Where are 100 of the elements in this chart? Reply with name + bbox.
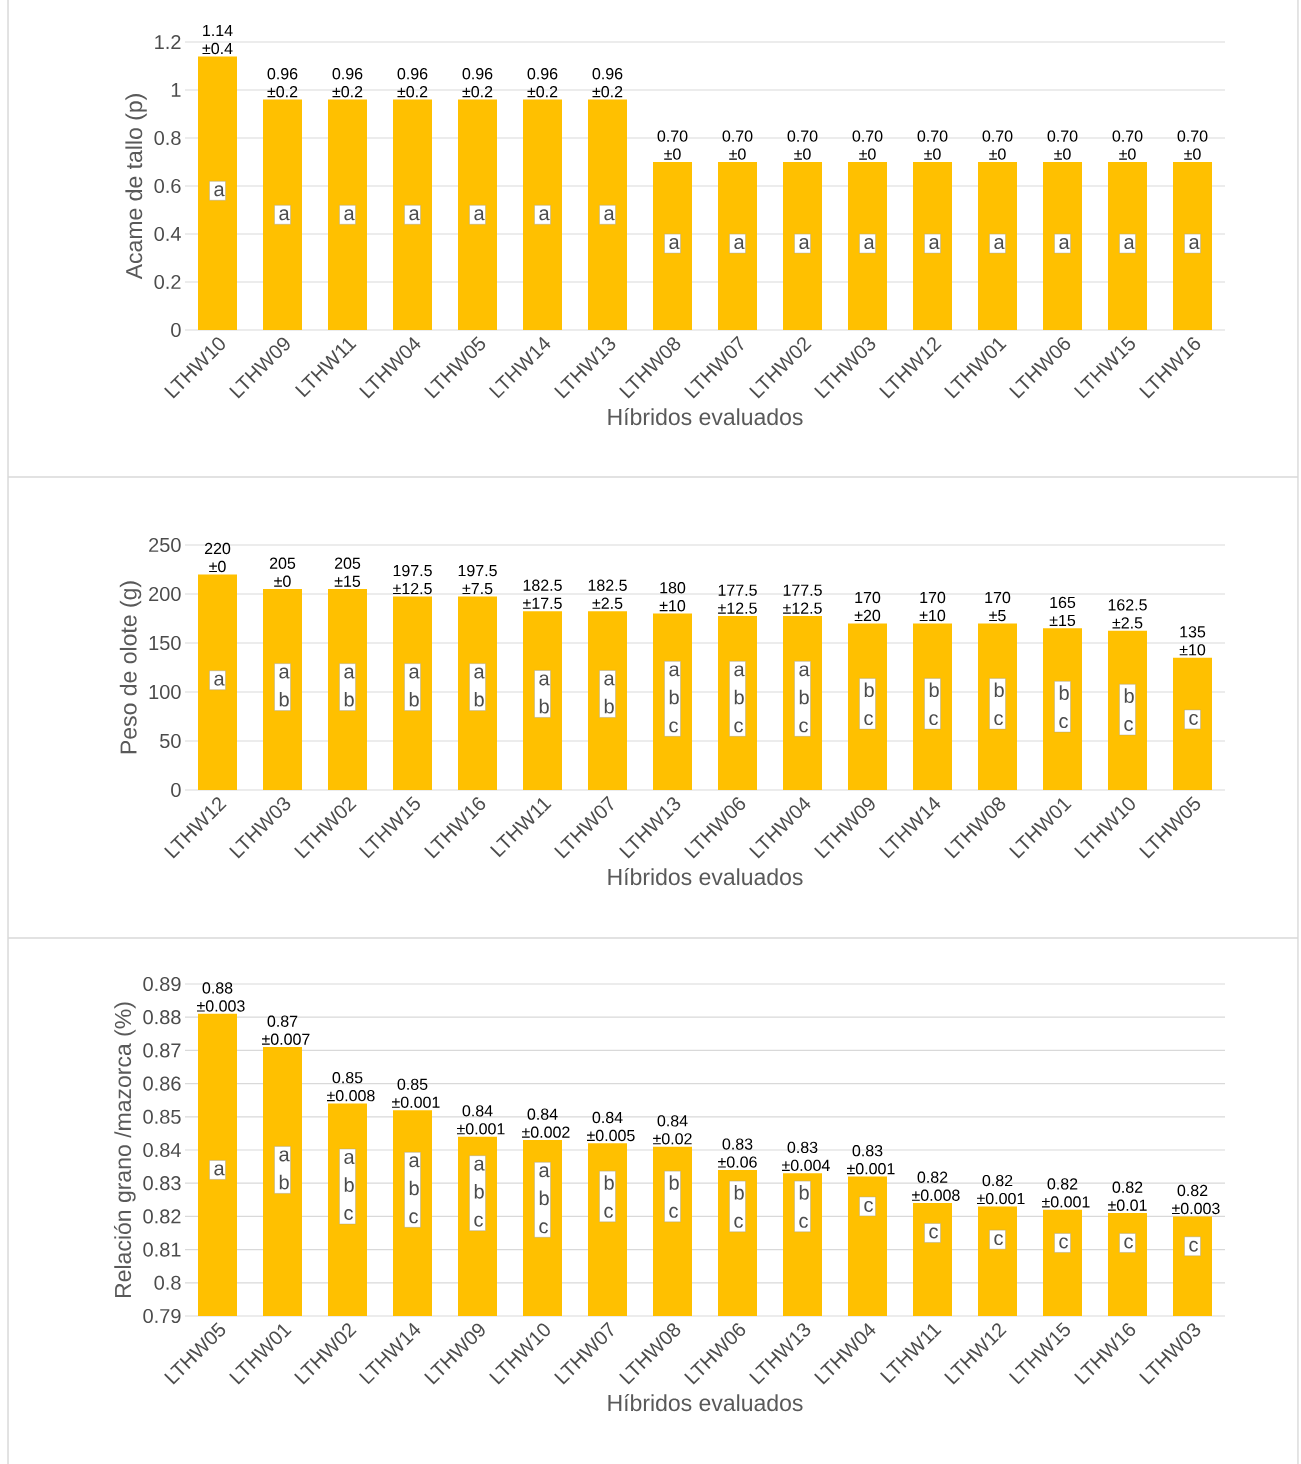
- data-label: 0.84 ±0.02: [653, 1115, 692, 1145]
- y-axis-title: Relación grano /mazorca (%): [113, 1002, 136, 1298]
- data-label: 170 ±20: [854, 591, 881, 622]
- data-label: 0.70 ±0: [982, 130, 1013, 160]
- data-label: 0.96 ±0.2: [332, 68, 363, 98]
- annotation: b c: [1124, 688, 1134, 731]
- y-tick-label: 0.88: [143, 1010, 181, 1025]
- bar: [913, 161, 952, 330]
- y-tick-label: 0.82: [143, 1209, 181, 1224]
- y-tick-label: 100: [149, 684, 181, 700]
- y-tick-label: 0.86: [143, 1076, 181, 1091]
- annotation: a b: [539, 674, 550, 714]
- annotation: a b: [344, 667, 355, 707]
- x-axis-title: Híbridos evaluados: [608, 1394, 803, 1412]
- bar: [458, 596, 497, 790]
- data-label: 182.5 ±17.5: [523, 579, 562, 609]
- annotation: b c: [734, 1185, 744, 1228]
- data-label: 0.96 ±0.2: [527, 68, 558, 98]
- annotation: a: [344, 209, 355, 221]
- data-label: 0.70 ±0: [722, 130, 753, 160]
- data-label: 180 ±10: [659, 582, 686, 612]
- y-tick-label: 0.85: [143, 1109, 181, 1124]
- bar: [198, 574, 237, 790]
- y-tick-label: 0.89: [143, 976, 181, 992]
- y-tick-label: 0: [171, 322, 181, 338]
- x-axis-title: Híbridos evaluados: [608, 407, 803, 426]
- data-label: 0.82 ±0.01: [1108, 1181, 1147, 1211]
- annotation: a b c: [734, 665, 745, 733]
- bar: [523, 99, 562, 330]
- data-label: 162.5 ±2.5: [1108, 599, 1147, 629]
- annotation: a b: [604, 674, 615, 714]
- annotation: a b c: [409, 1156, 420, 1224]
- bar: [393, 596, 432, 790]
- annotation: a: [994, 238, 1005, 250]
- annotation: b c: [864, 682, 874, 726]
- data-label: 205 ±0: [269, 557, 296, 587]
- annotation: a: [214, 185, 225, 197]
- annotation: b c: [669, 1175, 679, 1218]
- annotation: b c: [1059, 685, 1069, 729]
- data-label: 0.84 ±0.001: [457, 1105, 505, 1135]
- annotation: a: [1124, 238, 1135, 250]
- data-label: 0.96 ±0.2: [267, 68, 298, 98]
- bar: [393, 99, 432, 330]
- annotation: a b: [279, 667, 290, 707]
- data-label: 170 ±5: [985, 591, 1011, 622]
- data-label: 220 ±0: [204, 542, 231, 573]
- y-tick-label: 1.2: [155, 35, 181, 49]
- data-label: 0.82 ±0.001: [977, 1174, 1025, 1205]
- annotation: a b c: [344, 1153, 355, 1220]
- y-tick-label: 150: [149, 635, 181, 651]
- data-label: 0.70 ±0: [917, 130, 948, 160]
- annotation: c: [929, 1227, 938, 1239]
- annotation: c: [994, 1234, 1003, 1246]
- y-tick-label: 200: [149, 586, 181, 602]
- y-tick-label: 50: [160, 733, 181, 749]
- data-label: 197.5 ±7.5: [458, 564, 497, 595]
- data-label: 0.85 ±0.001: [392, 1078, 440, 1108]
- data-label: 0.70 ±0: [1047, 130, 1078, 160]
- y-tick-label: 0.4: [154, 226, 181, 242]
- bar: [588, 99, 627, 330]
- annotation: a: [539, 209, 550, 221]
- annotation: c: [1124, 1237, 1133, 1249]
- data-label: 0.84 ±0.002: [522, 1108, 570, 1138]
- data-label: 0.70 ±0: [1177, 130, 1208, 160]
- annotation: b c: [994, 682, 1004, 726]
- annotation: b c: [604, 1175, 614, 1218]
- annotation: a: [604, 209, 615, 221]
- bar: [978, 161, 1017, 330]
- bar: [198, 56, 237, 330]
- bar: [653, 161, 692, 330]
- annotation: a: [214, 674, 225, 686]
- annotation: a: [474, 209, 485, 221]
- annotation: a: [1189, 238, 1200, 250]
- y-tick-label: 0.6: [154, 178, 181, 194]
- y-axis-title: Peso de olote (g): [119, 581, 142, 754]
- annotation: a b: [409, 667, 420, 707]
- data-label: 0.83 ±0.001: [847, 1145, 895, 1175]
- annotation: a b: [279, 1150, 290, 1190]
- annotation: a b: [474, 667, 485, 707]
- data-label: 0.82 ±0.003: [1172, 1184, 1220, 1215]
- data-label: 197.5 ±12.5: [393, 564, 432, 595]
- data-label: 182.5 ±2.5: [588, 579, 627, 609]
- y-tick-label: 0.8: [154, 1275, 181, 1290]
- data-label: 177.5 ±12.5: [718, 584, 757, 614]
- annotation: a: [799, 238, 810, 250]
- annotation: a: [734, 238, 745, 250]
- data-label: 0.83 ±0.06: [718, 1138, 757, 1168]
- y-tick-label: 1: [171, 83, 181, 97]
- bar: [328, 589, 367, 790]
- data-label: 0.82 ±0.008: [912, 1171, 960, 1201]
- data-label: 0.96 ±0.2: [462, 68, 493, 98]
- y-tick-label: 0.79: [143, 1308, 181, 1324]
- data-label: 205 ±15: [334, 557, 361, 587]
- annotation: a: [669, 238, 680, 250]
- bar: [263, 99, 302, 330]
- data-label: 170 ±10: [919, 591, 946, 622]
- bar: [1173, 161, 1212, 330]
- annotation: a b c: [799, 665, 810, 733]
- bar: [783, 161, 822, 330]
- y-axis-title: Acame de tallo (p): [125, 94, 147, 280]
